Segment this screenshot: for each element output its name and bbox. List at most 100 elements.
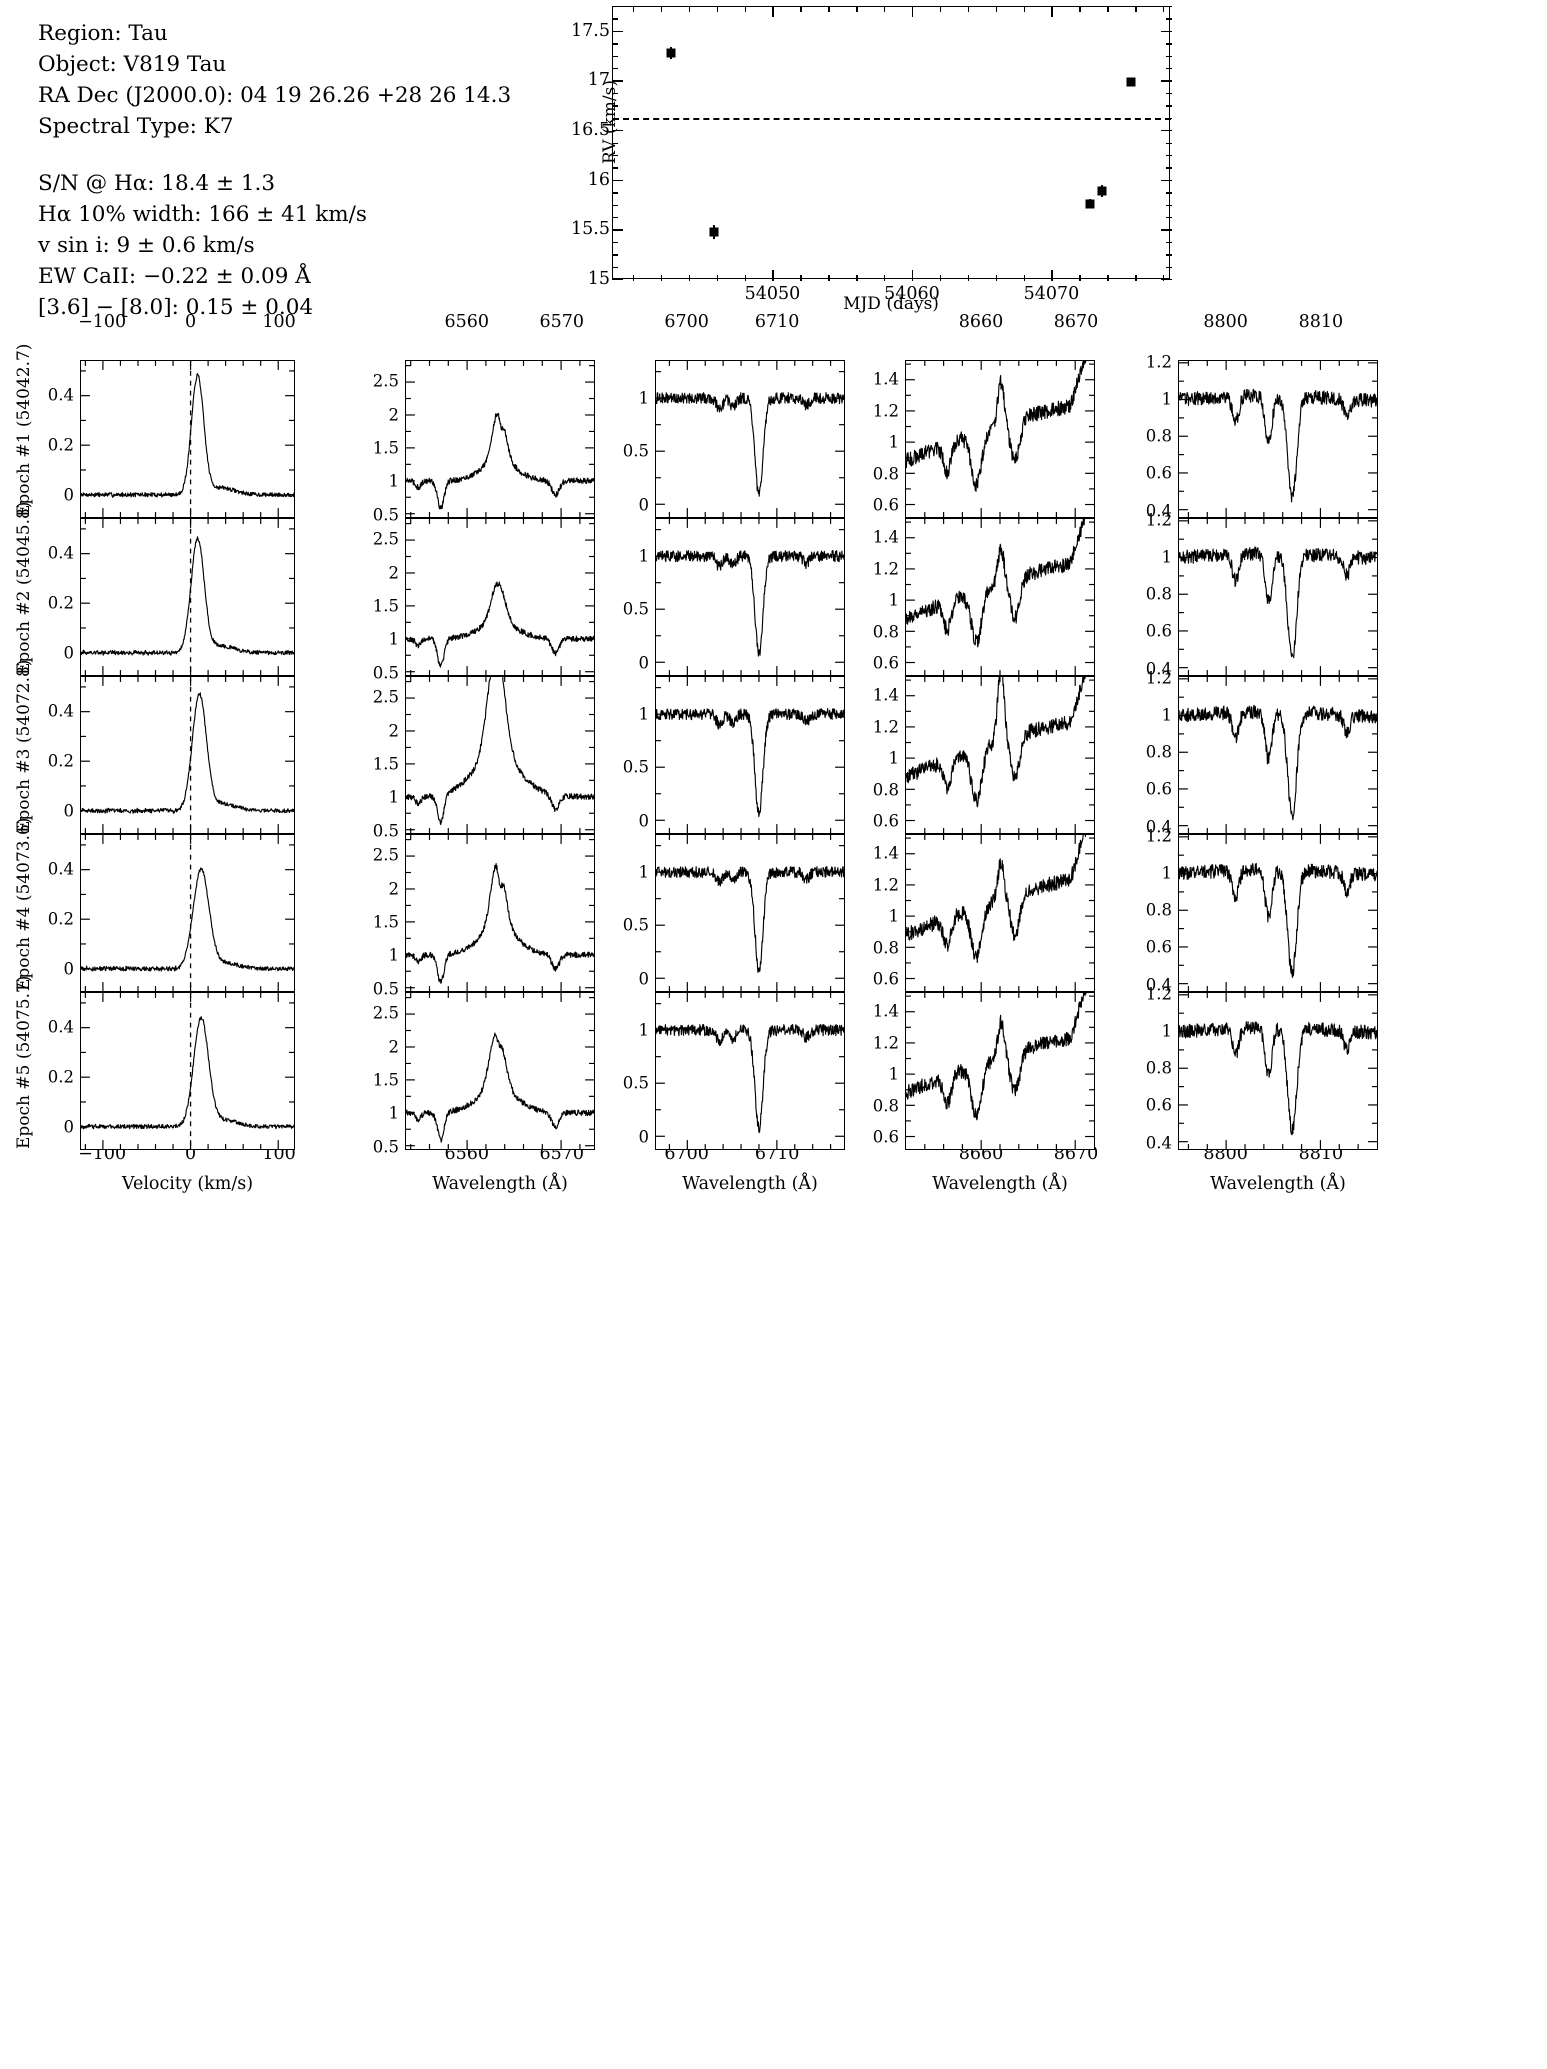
rv-y-minor-tick xyxy=(612,105,618,107)
panel-y-tick-label: 0.8 xyxy=(872,622,899,642)
panel-y-tick-label: 0.6 xyxy=(1145,937,1172,957)
rv-y-minor-tick xyxy=(612,266,618,268)
rv-x-tick-label: 54050 xyxy=(744,284,801,304)
rv-y-minor-tick xyxy=(1166,216,1172,219)
rv-y-tick xyxy=(1161,130,1172,132)
rv-x-minor-tick xyxy=(856,6,858,12)
spectrum-panel xyxy=(405,676,595,834)
rv-x-minor-tick xyxy=(967,6,970,12)
rv-y-minor-tick xyxy=(612,154,618,157)
panel-y-tick-label: 2.5 xyxy=(372,687,399,707)
panel-y-tick-label: 1 xyxy=(638,546,650,566)
column-x-axis-label: Wavelength (Å) xyxy=(932,1174,1068,1194)
panel-y-tick-label: 0.4 xyxy=(47,1017,74,1037)
spectrum-panel xyxy=(655,992,845,1150)
panel-y-tick-label: 1 xyxy=(388,1103,400,1123)
rv-x-tick xyxy=(1051,6,1053,17)
rv-y-minor-tick xyxy=(1166,55,1172,58)
spectrum-panel xyxy=(80,834,295,992)
rv-x-minor-tick xyxy=(828,6,830,12)
panel-y-tick-label: 1.2 xyxy=(1145,826,1172,846)
spectrum-panel xyxy=(80,992,295,1150)
panel-y-tick-label: 0.8 xyxy=(1145,900,1172,920)
rv-x-minor-tick xyxy=(995,275,998,281)
panel-y-tick-label: 0.5 xyxy=(372,821,399,841)
panel-y-tick-label: 0.2 xyxy=(47,1067,74,1087)
panel-y-tick-label: 0.4 xyxy=(1145,1133,1172,1153)
spectrum-panel xyxy=(80,518,295,676)
panel-y-tick-label: 0.5 xyxy=(622,441,649,461)
rv-y-tick xyxy=(1161,279,1172,281)
panel-y-tick-label: 0.2 xyxy=(47,751,74,771)
spectrum-panel xyxy=(405,834,595,992)
panel-y-tick-label: 0 xyxy=(638,1127,650,1147)
rv-y-minor-tick xyxy=(612,167,618,169)
rv-y-tick xyxy=(1161,80,1172,82)
rv-x-tick xyxy=(1051,270,1053,281)
rv-y-minor-tick xyxy=(1166,254,1172,256)
panel-y-tick-label: 0.6 xyxy=(872,811,899,831)
info-snr: S/N @ Hα: 18.4 ± 1.3 xyxy=(38,171,276,196)
panel-y-tick-label: 0.4 xyxy=(47,385,74,405)
rv-x-minor-tick xyxy=(1023,275,1025,281)
rv-y-minor-tick xyxy=(612,192,618,194)
panel-y-tick-label: 2 xyxy=(388,405,400,425)
rv-x-minor-tick xyxy=(1107,275,1109,281)
panel-y-tick-label: 1 xyxy=(638,1020,650,1040)
panel-y-tick-label: 2.5 xyxy=(372,1003,399,1023)
spectrum-panel xyxy=(905,360,1095,518)
panel-y-tick-label: 1 xyxy=(638,388,650,408)
rv-data-point xyxy=(709,227,719,237)
rv-y-minor-tick xyxy=(1166,68,1172,70)
column-top-tick-label: 0 xyxy=(185,312,197,332)
column-top-tick-label: 8670 xyxy=(1053,312,1099,332)
panel-y-tick-label: 0.5 xyxy=(372,505,399,525)
rv-y-tick-label: 17 xyxy=(587,70,610,91)
panel-y-tick-label: 1.2 xyxy=(1145,352,1172,372)
panel-y-tick-label: 0.2 xyxy=(47,435,74,455)
rv-y-tick xyxy=(612,30,623,33)
column-top-tick-label: 8810 xyxy=(1298,312,1344,332)
spectrum-panel xyxy=(80,676,295,834)
rv-y-minor-tick xyxy=(1166,266,1172,268)
panel-y-tick-label: 1.5 xyxy=(372,912,399,932)
info-spectral-type: Spectral Type: K7 xyxy=(38,114,234,139)
info-spacer xyxy=(38,142,558,168)
rv-y-minor-tick xyxy=(612,204,618,206)
spectrum-panel xyxy=(655,518,845,676)
rv-x-minor-tick xyxy=(744,275,746,281)
rv-y-minor-tick xyxy=(612,68,618,70)
info-ew-caii: EW CaII: −0.22 ± 0.09 Å xyxy=(38,264,311,289)
panel-y-tick-label: 0.4 xyxy=(1145,975,1172,995)
rv-x-minor-tick xyxy=(1107,6,1109,12)
rv-x-tick xyxy=(911,6,914,17)
rv-x-minor-tick xyxy=(967,275,970,281)
panel-y-tick-label: 0 xyxy=(63,1117,75,1137)
panel-y-tick-label: 1 xyxy=(388,787,400,807)
panel-y-tick-label: 1 xyxy=(888,1064,900,1084)
rv-x-minor-tick xyxy=(716,275,719,281)
panel-y-tick-label: 1.5 xyxy=(372,596,399,616)
panel-y-tick-label: 1 xyxy=(1161,863,1173,883)
panel-y-tick-label: 1 xyxy=(388,629,400,649)
rv-y-minor-tick xyxy=(612,18,618,20)
rv-data-point xyxy=(666,48,676,58)
rv-x-minor-tick xyxy=(939,275,942,281)
spectrum-panel xyxy=(905,676,1095,834)
column-top-tick-label: 100 xyxy=(262,312,296,332)
panel-y-tick-label: 0 xyxy=(63,643,75,663)
rv-y-minor-tick xyxy=(612,92,618,95)
rv-y-minor-tick xyxy=(1166,204,1172,206)
rv-x-minor-tick xyxy=(660,275,663,281)
object-info-block: Region: Tau Object: V819 Tau RA Dec (J20… xyxy=(38,18,558,323)
panel-y-tick-label: 1 xyxy=(1161,389,1173,409)
panel-y-tick-label: 0.4 xyxy=(47,701,74,721)
rv-y-minor-tick xyxy=(612,241,618,244)
panel-y-tick-label: 0.5 xyxy=(372,663,399,683)
panel-y-tick-label: 0 xyxy=(638,969,650,989)
panel-y-tick-label: 0.6 xyxy=(1145,621,1172,641)
rv-x-minor-tick xyxy=(828,275,830,281)
rv-x-minor-tick xyxy=(716,6,719,12)
column-x-axis-label: Wavelength (Å) xyxy=(682,1174,818,1194)
